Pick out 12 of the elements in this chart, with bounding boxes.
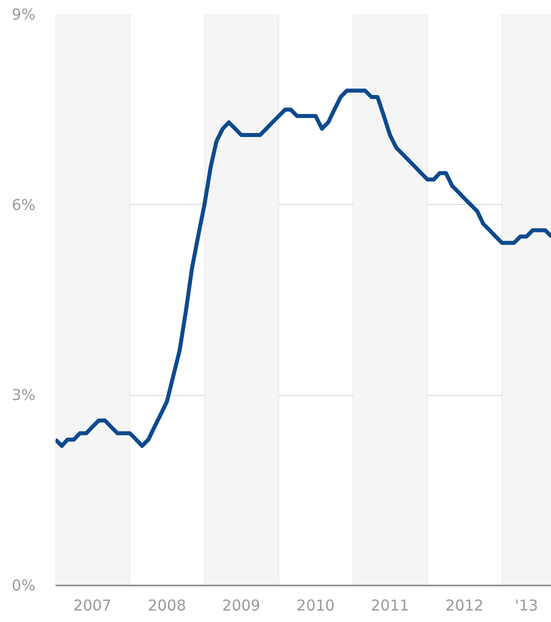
x-tick-label: 2008 (148, 596, 186, 614)
y-tick-label: 6% (12, 196, 36, 214)
line-series (56, 88, 551, 448)
x-tick-label: 2009 (222, 596, 260, 614)
x-tick-label: 2012 (445, 596, 484, 614)
y-tick-label: 0% (12, 576, 36, 594)
y-tick-label: 3% (12, 386, 36, 404)
x-tick-label: 2007 (73, 596, 112, 614)
y-tick-label: 9% (12, 6, 36, 24)
x-tick-label: 2011 (370, 596, 410, 614)
x-tick-label: 2010 (296, 596, 335, 614)
x-tick-label: '13 (514, 596, 538, 614)
